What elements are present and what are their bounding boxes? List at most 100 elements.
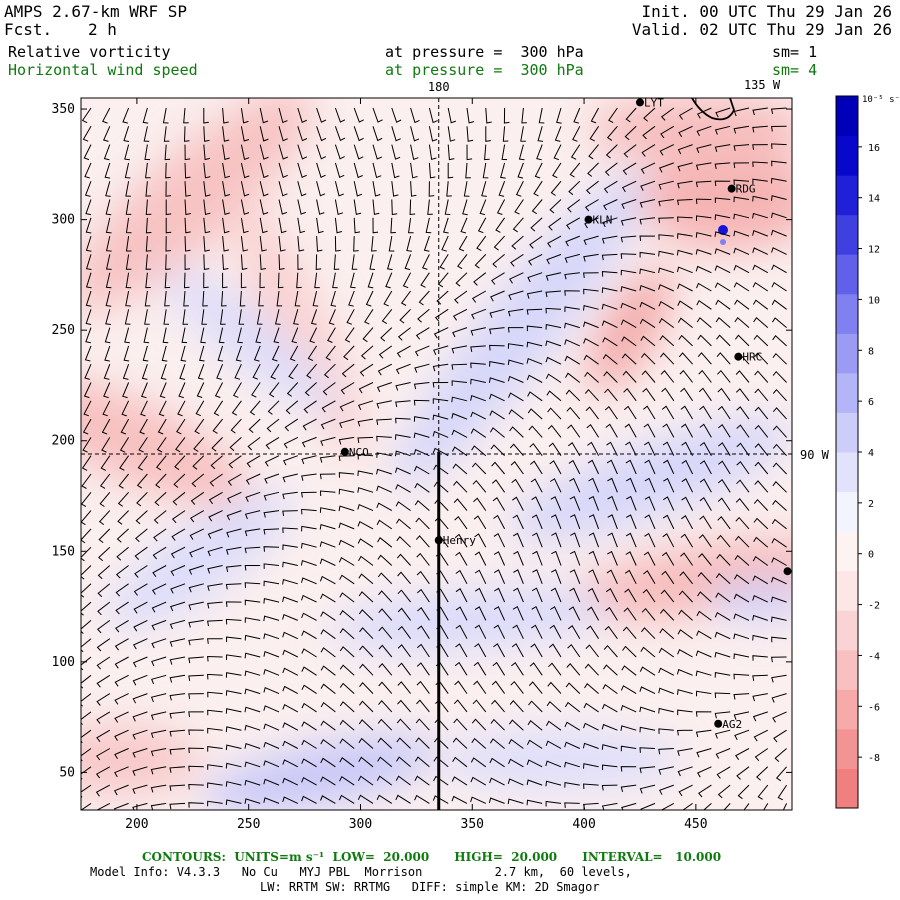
wind-barb — [286, 382, 299, 397]
wind-barb — [190, 510, 205, 523]
wind-barb — [357, 436, 374, 443]
wind-barb — [714, 144, 731, 153]
wind-barb — [207, 673, 223, 680]
wind-barb — [225, 618, 242, 625]
wind-barb — [82, 437, 92, 453]
wind-barb — [316, 199, 325, 215]
wind-barb — [316, 144, 327, 160]
wind-barb — [85, 254, 92, 270]
wind-barb — [777, 784, 788, 801]
wind-barb — [735, 334, 750, 347]
wind-barb — [323, 363, 336, 379]
wind-barb — [493, 643, 506, 658]
wind-barb — [584, 663, 599, 676]
wind-barb — [132, 729, 148, 740]
wind-barb — [620, 319, 637, 329]
wind-barb — [151, 674, 167, 685]
wind-barb — [96, 619, 111, 634]
wind-barb — [144, 144, 151, 161]
wind-barb — [677, 216, 693, 223]
wind-barb — [222, 107, 229, 124]
wind-barb — [565, 682, 581, 694]
station-label: HRC — [742, 351, 762, 364]
init-time: Init. 00 UTC Thu 29 Jan 26 — [641, 2, 892, 21]
wind-barb — [733, 613, 750, 621]
wind-barb — [532, 569, 543, 584]
wind-barb — [451, 380, 468, 386]
wind-barb — [546, 390, 562, 402]
wind-barb — [696, 107, 712, 119]
wind-barb — [494, 587, 506, 603]
wind-barb — [715, 107, 731, 118]
wind-barb — [415, 327, 430, 340]
wind-barb — [417, 607, 430, 621]
station-marker — [714, 719, 723, 728]
wind-barb — [278, 126, 288, 142]
station-label: NCO — [349, 446, 369, 459]
wind-barb — [320, 683, 336, 694]
wind-barb — [586, 625, 600, 639]
wind-barb — [529, 235, 543, 249]
wind-barb — [698, 553, 712, 566]
wind-barb — [125, 254, 132, 270]
wind-barb — [85, 217, 92, 234]
wind-barb — [583, 722, 599, 731]
wind-barb — [547, 681, 562, 694]
wind-barb — [639, 318, 656, 329]
wind-barb — [754, 480, 769, 493]
wind-barb — [320, 629, 336, 640]
wind-barb — [447, 144, 455, 161]
wind-barb — [376, 382, 392, 393]
wind-barb — [151, 638, 167, 649]
wind-barb — [695, 670, 712, 677]
wind-barb — [395, 363, 411, 375]
wind-barb — [85, 309, 92, 325]
wind-barb — [639, 766, 656, 774]
wind-barb — [455, 643, 468, 658]
wind-barb — [676, 266, 693, 274]
wind-barb — [466, 126, 474, 142]
wind-barb — [376, 400, 392, 409]
wind-barb — [531, 624, 543, 639]
wind-barb — [644, 514, 656, 530]
wind-barb — [207, 764, 223, 770]
wind-barb — [639, 747, 656, 753]
wind-barb — [164, 144, 171, 161]
wind-barb — [715, 317, 731, 328]
wind-barb — [225, 583, 242, 590]
wind-barb — [566, 663, 581, 676]
wind-barb — [155, 455, 167, 471]
wind-barb — [114, 693, 129, 705]
wind-barb — [142, 107, 149, 124]
wind-barb — [528, 425, 543, 438]
wind-barb — [367, 272, 374, 289]
wind-barb — [152, 565, 167, 577]
wind-barb — [772, 711, 787, 723]
wind-barb — [282, 649, 299, 658]
wind-barb — [584, 199, 599, 212]
wind-barb — [339, 400, 355, 412]
wind-barb — [620, 235, 637, 243]
wind-barb — [703, 803, 712, 810]
wind-barb — [203, 236, 210, 252]
wind-barb — [606, 588, 618, 603]
wind-barb — [150, 748, 167, 757]
wind-barb — [162, 107, 169, 124]
wind-barb — [353, 181, 363, 197]
wind-barb — [416, 680, 430, 694]
wind-barb — [511, 235, 524, 250]
wind-barb — [603, 199, 618, 211]
wind-barb — [774, 748, 787, 762]
wind-barb — [416, 699, 430, 713]
wind-barb — [526, 374, 543, 383]
wind-barb — [104, 327, 111, 344]
wind-barb — [714, 231, 731, 237]
wind-barb — [717, 405, 731, 420]
wind-barb — [474, 624, 487, 639]
wind-barb — [621, 353, 637, 365]
wind-barb — [511, 643, 524, 658]
wind-barb — [196, 382, 205, 398]
wind-barb — [391, 162, 400, 179]
wind-barb — [433, 464, 449, 475]
wind-barb — [321, 400, 336, 413]
